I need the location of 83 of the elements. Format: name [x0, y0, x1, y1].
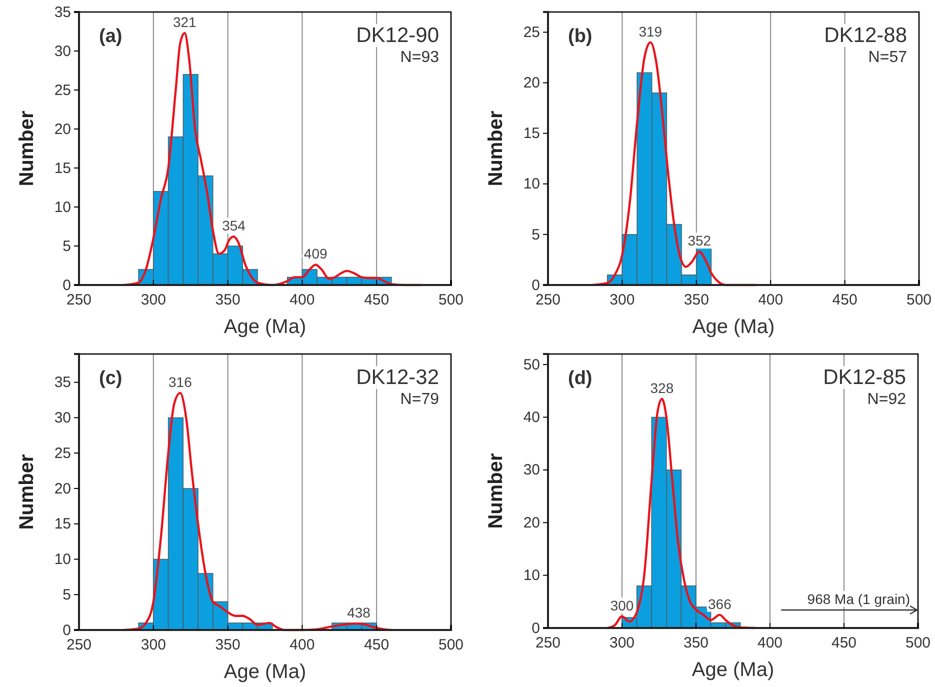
- annotation: (a): [99, 26, 122, 47]
- annotation: (b): [568, 26, 592, 47]
- annotation: 438: [347, 604, 371, 621]
- annotation: 316: [168, 374, 192, 390]
- y-tick-label: 25: [54, 444, 71, 462]
- annotation: 321: [172, 14, 197, 30]
- x-axis-title: Age (Ma): [224, 661, 306, 683]
- x-tick-label: 300: [610, 292, 635, 308]
- y-tick-label: 15: [54, 516, 71, 533]
- y-tick-label: 25: [54, 82, 71, 99]
- y-tick-label: 5: [62, 586, 71, 604]
- x-tick-label: 350: [215, 636, 240, 654]
- y-tick-label: 30: [54, 42, 71, 60]
- y-tick-label: 0: [532, 620, 540, 637]
- y-tick-label: 20: [54, 480, 71, 498]
- annotation: 354: [222, 218, 246, 234]
- text: DK12-85: [823, 366, 906, 389]
- x-axis-title: Age (Ma): [224, 316, 306, 338]
- text: N=92: [867, 391, 906, 408]
- text: N=79: [400, 391, 440, 408]
- text: N=93: [400, 49, 440, 66]
- annotation: 328: [650, 380, 674, 396]
- x-axis-title: Age (Ma): [692, 316, 775, 338]
- x-tick-label: 500: [438, 292, 464, 308]
- annotation: 319: [638, 23, 662, 40]
- y-tick-label: 10: [523, 567, 540, 584]
- y-tick-label: 50: [523, 356, 540, 374]
- x-tick-label: 250: [66, 636, 92, 654]
- y-tick-label: 30: [523, 462, 540, 479]
- x-axis-title: Age (Ma): [692, 659, 774, 681]
- annotation: (c): [99, 368, 122, 389]
- y-tick-label: 15: [54, 160, 71, 177]
- y-tick-label: 35: [54, 374, 71, 392]
- x-tick-label: 500: [438, 636, 464, 654]
- x-tick-label: 250: [535, 634, 561, 652]
- x-tick-label: 350: [215, 292, 240, 308]
- annotation: 366: [708, 596, 732, 612]
- annotation: (d): [568, 368, 592, 389]
- x-tick-label: 450: [364, 636, 390, 654]
- y-tick-label: 10: [523, 176, 540, 193]
- y-tick-label: 35: [54, 4, 71, 21]
- y-tick-label: 20: [523, 514, 540, 532]
- x-tick-label: 250: [66, 292, 92, 308]
- y-tick-label: 20: [54, 120, 71, 138]
- annotation: 300: [610, 597, 634, 614]
- y-tick-label: 5: [532, 226, 540, 244]
- x-tick-label: 300: [140, 292, 166, 308]
- y-tick-label: 10: [54, 551, 71, 568]
- y-tick-label: 25: [523, 24, 540, 42]
- y-axis-title: Number: [16, 110, 38, 186]
- y-tick-label: 0: [62, 622, 71, 639]
- x-tick-label: 400: [757, 634, 783, 652]
- annotation: 968 Ma (1 grain): [807, 591, 910, 607]
- x-tick-label: 350: [684, 292, 709, 308]
- x-tick-label: 350: [683, 634, 709, 652]
- y-tick-label: 20: [523, 74, 540, 92]
- y-tick-label: 0: [532, 276, 540, 294]
- y-tick-label: 30: [54, 409, 71, 426]
- x-tick-label: 400: [758, 292, 784, 308]
- text: DK12-32: [356, 366, 439, 389]
- y-tick-label: 15: [523, 125, 540, 142]
- y-tick-label: 0: [62, 276, 71, 294]
- x-tick-label: 400: [290, 292, 315, 308]
- x-tick-label: 450: [832, 292, 858, 308]
- x-tick-label: 400: [290, 636, 315, 654]
- y-tick-label: 10: [54, 198, 71, 216]
- x-tick-label: 300: [609, 634, 635, 652]
- x-tick-label: 450: [831, 634, 857, 652]
- y-tick-label: 5: [62, 238, 71, 255]
- x-tick-label: 300: [140, 636, 166, 654]
- x-tick-label: 500: [905, 634, 931, 652]
- annotation: 409: [304, 246, 328, 262]
- text: N=57: [868, 49, 908, 66]
- y-tick-label: 40: [523, 409, 540, 426]
- text: DK12-90: [356, 24, 439, 47]
- x-tick-label: 250: [535, 292, 561, 308]
- y-axis-title: Number: [485, 453, 507, 529]
- x-tick-label: 450: [364, 292, 390, 308]
- annotation: 352: [688, 232, 712, 249]
- y-axis-title: Number: [16, 454, 38, 530]
- x-tick-label: 500: [906, 292, 932, 308]
- y-axis-title: Number: [485, 110, 507, 186]
- text: DK12-88: [824, 24, 907, 47]
